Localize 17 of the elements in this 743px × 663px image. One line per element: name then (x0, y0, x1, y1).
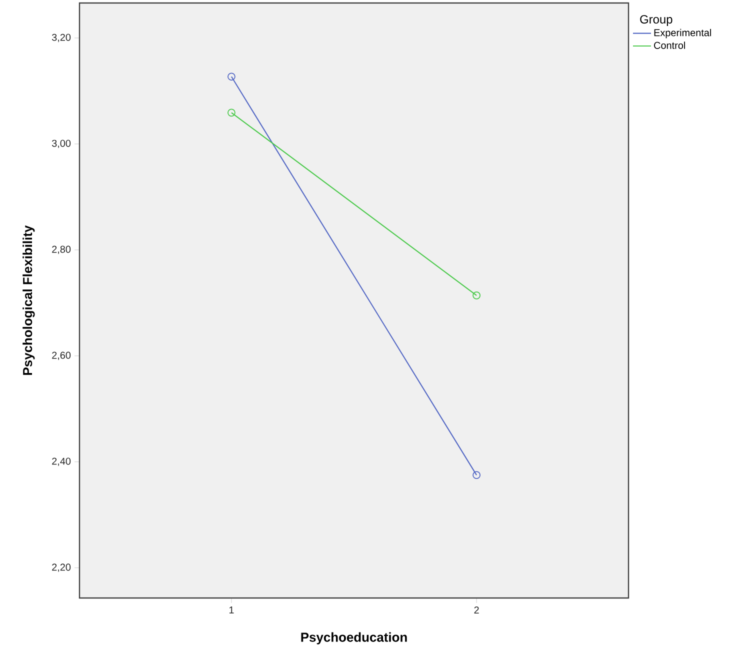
legend-label: Control (654, 42, 685, 49)
y-tick-label: 3,00 (52, 140, 71, 148)
legend-title: Group (640, 15, 672, 26)
point (228, 72, 236, 81)
point (472, 471, 480, 480)
y-tick-label: 2,20 (52, 564, 71, 572)
x-tick-label: 1 (229, 606, 234, 614)
legend-label: Experimental (654, 28, 712, 38)
point (228, 108, 236, 117)
point (472, 292, 480, 300)
x-tick-label: 2 (474, 606, 479, 614)
y-axis-title: Psychological Flexibility (22, 225, 35, 375)
y-tick-label: 2,60 (52, 352, 71, 360)
x-axis-title: Psychoeducation (301, 632, 407, 644)
y-tick-label: 2,40 (52, 458, 71, 466)
y-tick-label: 3,20 (52, 34, 71, 42)
y-tick-label: 2,80 (52, 246, 71, 254)
